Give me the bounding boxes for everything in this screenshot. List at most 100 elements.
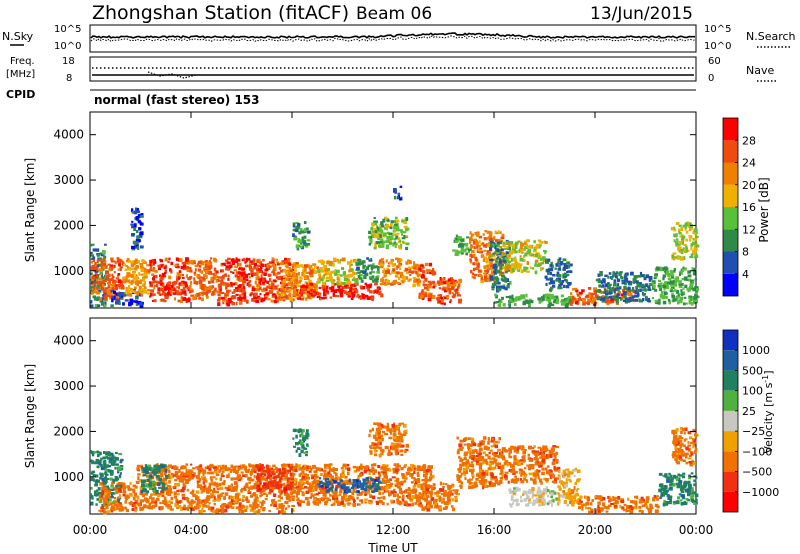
data-cell bbox=[212, 494, 216, 498]
data-cell bbox=[659, 266, 662, 269]
data-cell bbox=[286, 265, 289, 269]
data-cell bbox=[421, 292, 425, 296]
data-cell bbox=[105, 455, 109, 459]
data-cell bbox=[403, 220, 408, 225]
data-cell bbox=[105, 478, 110, 480]
data-cell bbox=[259, 491, 263, 495]
data-cell bbox=[104, 262, 107, 267]
data-cell bbox=[481, 242, 485, 245]
data-cell bbox=[221, 296, 225, 300]
data-cell bbox=[153, 286, 156, 290]
data-cell bbox=[428, 270, 432, 275]
data-cell bbox=[408, 278, 412, 281]
data-cell bbox=[98, 462, 102, 466]
data-cell bbox=[561, 302, 566, 305]
data-cell bbox=[258, 466, 263, 470]
data-cell bbox=[419, 466, 422, 469]
data-cell bbox=[176, 493, 180, 496]
data-cell bbox=[655, 266, 660, 270]
data-cell bbox=[185, 475, 189, 478]
data-cell bbox=[613, 283, 617, 287]
data-cell bbox=[161, 275, 165, 278]
data-cell bbox=[255, 494, 258, 498]
data-cell bbox=[188, 285, 192, 289]
data-cell bbox=[507, 260, 510, 263]
data-cell bbox=[681, 233, 684, 238]
data-cell bbox=[211, 292, 215, 296]
data-cell bbox=[100, 254, 104, 257]
data-cell bbox=[205, 505, 209, 508]
data-cell bbox=[667, 298, 671, 302]
data-cell bbox=[223, 496, 226, 500]
data-cell bbox=[471, 272, 475, 276]
data-cell bbox=[693, 228, 698, 233]
data-cell bbox=[624, 272, 629, 276]
data-cell bbox=[322, 288, 325, 291]
data-cell bbox=[159, 264, 163, 267]
data-cell bbox=[555, 263, 559, 267]
data-cell bbox=[100, 276, 105, 280]
data-cell bbox=[147, 289, 151, 292]
data-cell bbox=[607, 296, 611, 299]
cpid-label: CPID bbox=[6, 88, 35, 101]
data-cell bbox=[110, 292, 113, 296]
data-cell bbox=[91, 264, 95, 269]
data-cell bbox=[167, 473, 171, 477]
data-cell bbox=[551, 264, 554, 269]
data-cell bbox=[665, 267, 669, 271]
data-cell bbox=[161, 468, 166, 473]
data-cell bbox=[225, 286, 228, 290]
data-cell bbox=[94, 480, 98, 483]
data-cell bbox=[114, 456, 117, 459]
data-cell bbox=[502, 303, 506, 307]
data-cell bbox=[427, 479, 431, 482]
data-cell bbox=[426, 270, 429, 274]
data-cell bbox=[613, 279, 617, 283]
data-cell bbox=[405, 271, 409, 275]
data-cell bbox=[504, 256, 508, 260]
data-cell bbox=[343, 277, 348, 281]
data-cell bbox=[302, 284, 306, 288]
data-cell bbox=[270, 288, 274, 293]
data-cell bbox=[110, 462, 114, 466]
data-cell bbox=[323, 273, 327, 276]
data-cell bbox=[451, 295, 456, 299]
data-cell bbox=[352, 287, 356, 291]
data-cell bbox=[283, 485, 286, 489]
data-cell bbox=[680, 248, 683, 252]
data-cell bbox=[179, 500, 183, 503]
data-cell bbox=[690, 253, 694, 256]
data-cell bbox=[225, 505, 230, 509]
data-cell bbox=[257, 508, 261, 513]
data-cell bbox=[278, 504, 283, 509]
data-cell bbox=[137, 476, 140, 481]
data-cell bbox=[519, 297, 522, 301]
data-cell bbox=[132, 496, 136, 501]
data-cell bbox=[373, 265, 377, 269]
data-cell bbox=[237, 466, 241, 471]
data-cell bbox=[562, 266, 567, 269]
data-cell bbox=[247, 491, 252, 494]
data-cell bbox=[195, 466, 198, 469]
data-cell bbox=[679, 235, 682, 238]
data-cell bbox=[247, 273, 251, 276]
data-cell bbox=[200, 491, 203, 494]
data-cell bbox=[528, 252, 532, 256]
data-cell bbox=[201, 287, 206, 291]
data-cell bbox=[139, 302, 143, 306]
data-cell bbox=[383, 490, 386, 493]
data-cell bbox=[90, 251, 93, 255]
data-cell bbox=[495, 239, 499, 242]
data-cell bbox=[615, 297, 619, 301]
data-cell bbox=[607, 282, 610, 286]
data-cell bbox=[183, 504, 186, 509]
data-cell bbox=[196, 480, 201, 483]
data-cell bbox=[689, 256, 694, 259]
data-cell bbox=[326, 491, 330, 494]
colorbar-segment bbox=[723, 273, 738, 297]
data-cell bbox=[256, 499, 260, 503]
data-cell bbox=[190, 288, 193, 291]
colorbar-tick-label: 20 bbox=[742, 179, 756, 192]
data-cell bbox=[230, 483, 233, 487]
data-cell bbox=[149, 476, 153, 481]
